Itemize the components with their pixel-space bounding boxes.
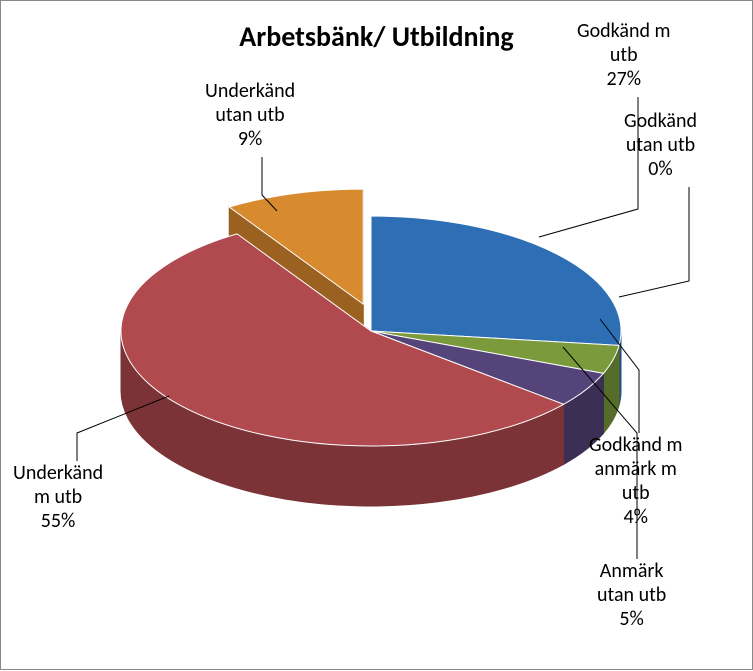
slice-label: Godkänd utan utb 0% <box>624 109 697 181</box>
slice-label: Godkänd m utb 27% <box>577 19 671 91</box>
slice-label: Anmärk utan utb 5% <box>597 559 666 631</box>
slice-label: Underkänd utan utb 9% <box>205 79 295 151</box>
chart-card: Arbetsbänk/ Utbildning Godkänd m utb 27%… <box>0 0 753 670</box>
slice-label: Underkänd m utb 55% <box>13 461 103 533</box>
slice-label: Godkänd m anmärk m utb 4% <box>589 433 683 529</box>
